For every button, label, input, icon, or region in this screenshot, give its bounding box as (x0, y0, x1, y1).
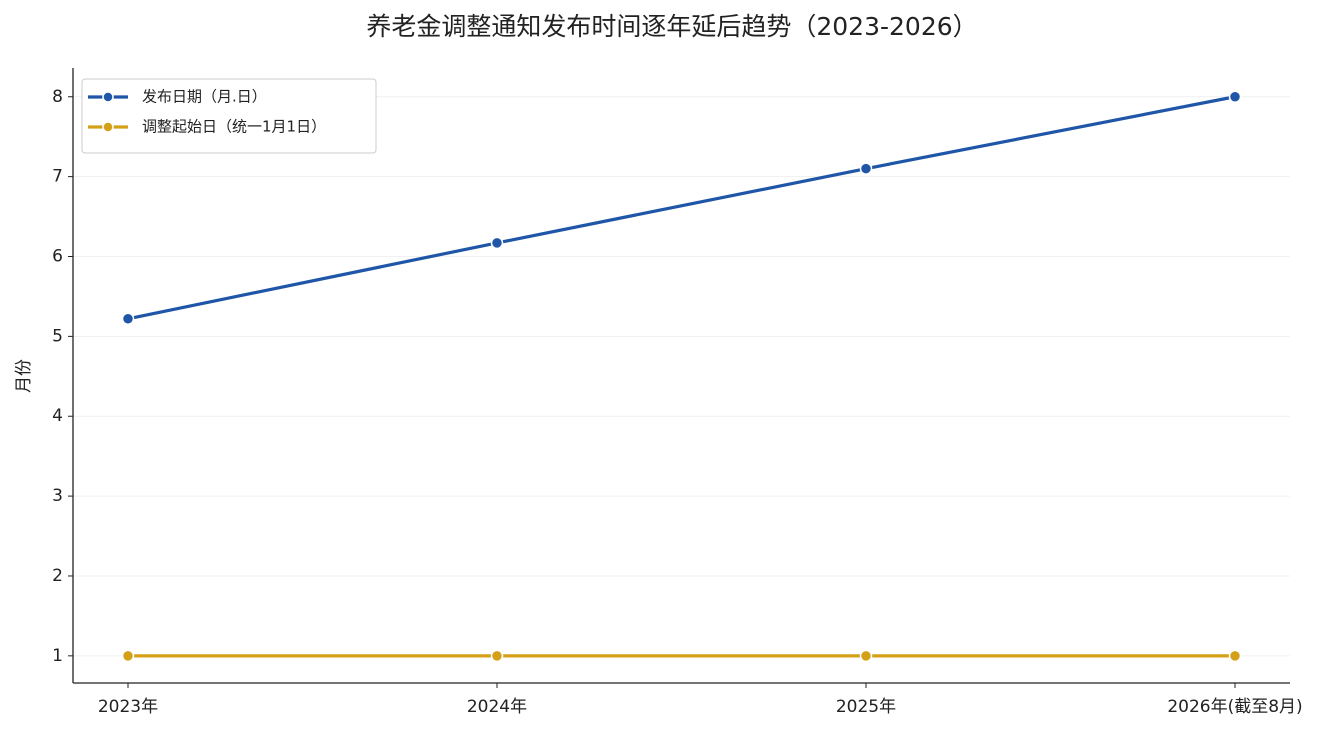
y-tick-label: 8 (52, 87, 63, 107)
legend-label: 调整起始日（统一1月1日） (142, 118, 326, 136)
y-tick-label: 2 (52, 566, 63, 586)
data-point (859, 162, 873, 175)
y-tick-label: 6 (52, 246, 63, 266)
legend-box (81, 78, 377, 154)
y-tick-label: 1 (52, 646, 63, 666)
series-line (127, 95, 1236, 321)
x-tick-label: 2023年 (98, 697, 158, 717)
x-tick-label: 2026年(截至8月) (1167, 697, 1302, 717)
data-point (1228, 90, 1242, 104)
y-tick-label: 7 (52, 167, 63, 187)
data-point (490, 236, 504, 250)
y-tick-label: 3 (52, 486, 63, 506)
data-point (490, 649, 504, 663)
data-point (859, 649, 873, 663)
data-point (121, 649, 135, 663)
legend-label: 发布日期（月.日） (142, 88, 267, 106)
x-tick-label: 2025年 (836, 697, 896, 717)
x-tick-label: 2024年 (467, 697, 527, 717)
legend-marker (102, 121, 114, 133)
data-point (121, 312, 135, 326)
chart-title: 养老金调整通知发布时间逐年延后趋势（2023-2026） (366, 12, 977, 41)
data-point (1228, 649, 1242, 663)
y-tick-label: 5 (52, 326, 63, 346)
y-tick-label: 4 (52, 406, 63, 426)
y-axis-label: 月份 (14, 359, 34, 393)
legend-marker (102, 91, 114, 103)
